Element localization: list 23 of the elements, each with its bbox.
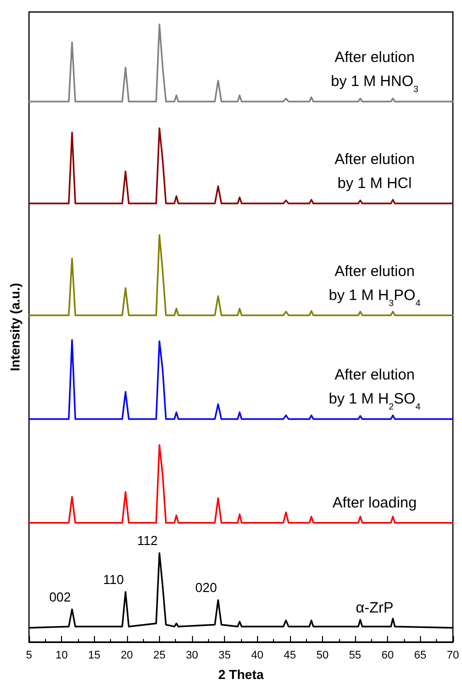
series-label: After elution by 1 M HCl <box>334 150 415 192</box>
x-tick-label: 5 <box>26 650 32 662</box>
x-tick-label: 15 <box>88 650 100 662</box>
x-tick-label: 20 <box>120 650 133 662</box>
x-tick-label: 70 <box>446 650 460 662</box>
x-tick-label: 60 <box>382 650 394 662</box>
x-tick-label: 25 <box>153 650 166 662</box>
x-tick-label: 55 <box>348 650 362 662</box>
series-label: After loading <box>332 494 417 512</box>
annotation: 110 <box>103 572 124 587</box>
x-tick-label: 40 <box>251 650 264 662</box>
x-axis-title: 2 Theta <box>218 667 264 682</box>
x-tick-label: 65 <box>414 650 426 662</box>
x-tick-label: 35 <box>218 650 231 662</box>
annotation: 112 <box>137 533 158 548</box>
annotation: 020 <box>195 580 217 595</box>
annotation: 002 <box>49 589 71 604</box>
series-label: α-ZrP <box>356 599 394 616</box>
x-tick-label: 30 <box>186 650 198 662</box>
x-tick-label: 50 <box>316 650 329 662</box>
y-axis-title: Intensity (a.u.) <box>8 282 22 372</box>
x-tick-label: 10 <box>55 650 68 662</box>
x-tick-label: 45 <box>284 650 296 662</box>
